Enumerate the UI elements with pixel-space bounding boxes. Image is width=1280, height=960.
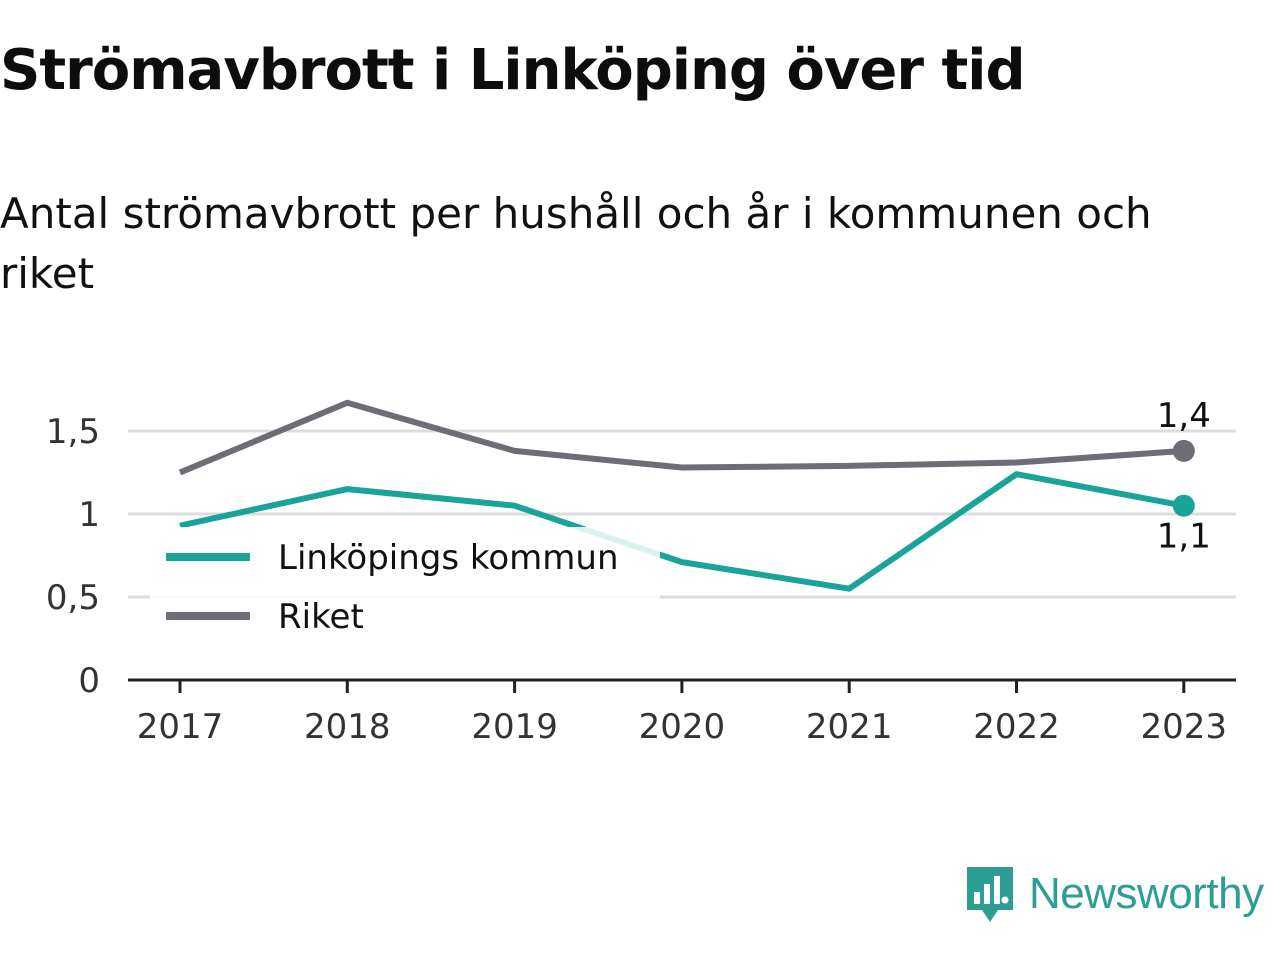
x-axis: 2017 2018 2019 2020 2021 2022 2023 — [128, 678, 1236, 747]
y-tick-label: 1 — [78, 495, 100, 535]
series-lines — [178, 399, 1185, 592]
end-value-label: 1,4 — [1157, 396, 1211, 436]
legend-background — [150, 527, 660, 649]
x-tick-label: 2017 — [137, 707, 224, 747]
legend-label: Linköpings kommun — [278, 538, 619, 578]
x-tick-label: 2021 — [806, 707, 893, 747]
x-tick-label: 2023 — [1141, 707, 1228, 747]
end-marker — [1172, 439, 1195, 462]
chart-subtitle: Antal strömavbrott per hushåll och år i … — [0, 189, 1152, 298]
end-value-label: 1,1 — [1157, 517, 1211, 557]
legend-label: Riket — [278, 597, 364, 637]
brand-name: Newsworthy — [1029, 869, 1264, 918]
x-tick-label: 2018 — [304, 707, 391, 747]
x-tick-label: 2019 — [471, 707, 558, 747]
newsworthy-logo: Newsworthy — [965, 864, 1264, 924]
end-markers: 1,1 1,4 — [1157, 396, 1211, 557]
y-axis: 0 0,5 1 1,5 — [46, 412, 100, 701]
y-tick-label: 1,5 — [46, 412, 100, 452]
x-tick-label: 2020 — [639, 707, 726, 747]
series-line-linkoping — [179, 471, 1185, 592]
y-tick-label: 0 — [78, 661, 100, 701]
legend: Linköpings kommun Riket — [150, 527, 660, 649]
newsworthy-icon — [967, 867, 1013, 922]
y-tick-label: 0,5 — [46, 578, 100, 618]
chart-title: Strömavbrott i Linköping över tid — [0, 38, 1026, 103]
end-marker — [1172, 494, 1195, 517]
x-tick-label: 2022 — [973, 707, 1060, 747]
series-line-riket — [178, 399, 1185, 476]
